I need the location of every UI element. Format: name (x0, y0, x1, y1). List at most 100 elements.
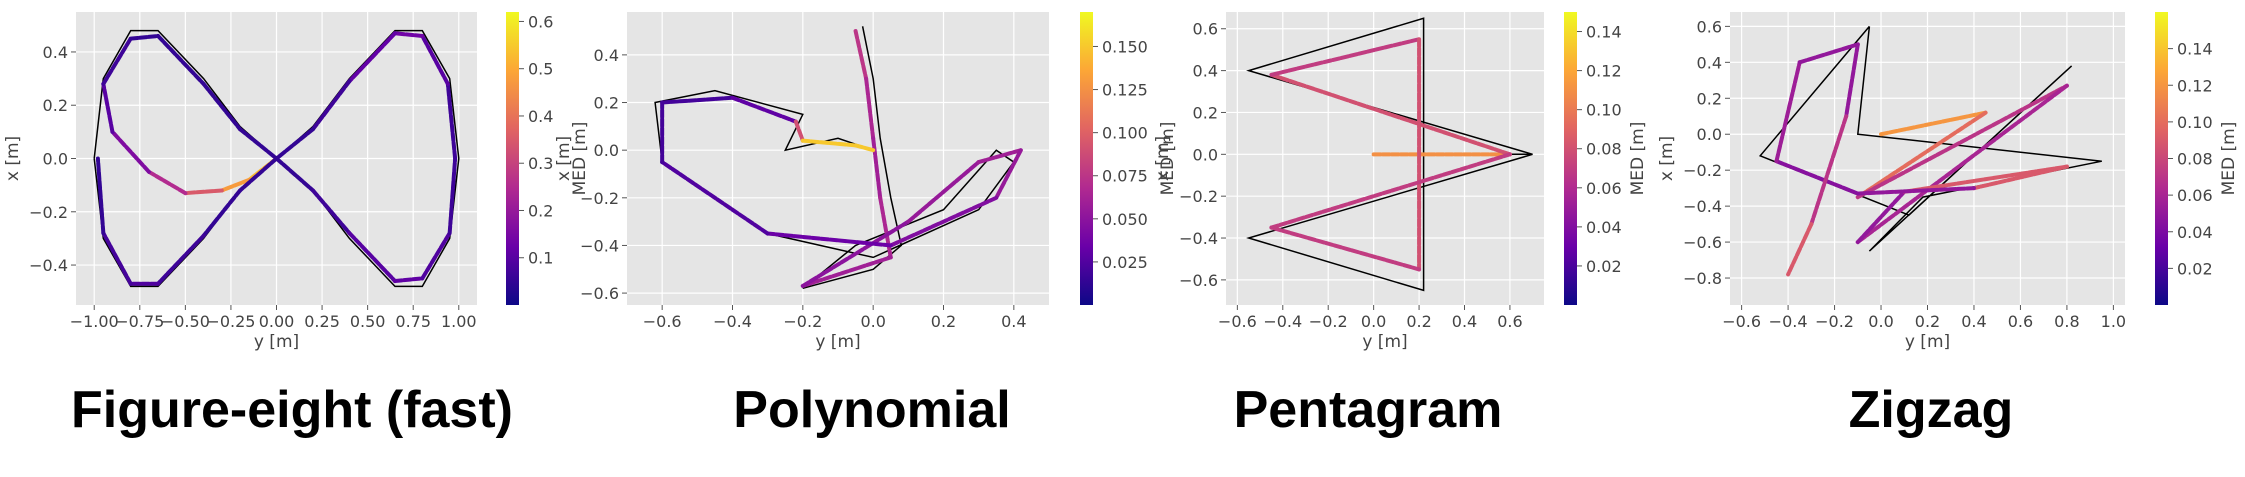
estimated-trajectory-segment (994, 148, 1023, 200)
estimated-trajectory-segment (238, 127, 279, 161)
y-tick-label: 0.0 (594, 141, 619, 160)
colorbar-tick-label: 0.02 (1586, 257, 1622, 276)
colorbar-tick-label: 0.025 (1102, 253, 1148, 272)
estimated-trajectory-segment (878, 195, 893, 260)
y-tick-label: 0.0 (43, 150, 68, 169)
y-tick-label: −0.2 (580, 189, 619, 208)
x-tick-label: 0.0 (860, 312, 885, 331)
y-tick-label: −0.2 (29, 203, 68, 222)
colorbar-tick-label: 0.3 (528, 154, 553, 173)
x-tick-label: 0.4 (1001, 312, 1026, 331)
y-tick-label: 0.4 (1697, 53, 1722, 72)
y-tick-label: 0.6 (1697, 17, 1722, 36)
estimated-trajectory-segment (800, 255, 893, 288)
panel-title-pentagram: Pentagram (1233, 381, 1503, 439)
y-axis-label: x [m] (3, 136, 23, 181)
x-tick-label: 0.25 (304, 312, 340, 331)
x-tick-label: 0.2 (1406, 312, 1431, 331)
y-tick-label: 0.2 (1697, 89, 1722, 108)
y-tick-label: 0.2 (43, 96, 68, 115)
estimated-trajectory-segment (201, 81, 243, 132)
estimated-trajectory-segment (420, 231, 452, 281)
estimated-trajectory-segment (864, 76, 876, 141)
x-tick-label: −0.4 (1769, 312, 1808, 331)
estimated-trajectory-segment (793, 119, 805, 143)
x-tick-label: 0.2 (931, 312, 956, 331)
estimated-trajectory-segment (1797, 42, 1860, 65)
colorbar (1564, 12, 1577, 305)
x-tick-label: −0.6 (1722, 312, 1761, 331)
x-tick-label: −0.6 (643, 312, 682, 331)
x-tick-label: −0.75 (115, 312, 164, 331)
y-tick-label: 0.2 (594, 94, 619, 113)
y-tick-label: 0.4 (43, 43, 68, 62)
colorbar-tick-label: 0.06 (2177, 186, 2213, 205)
y-tick-label: −0.8 (1683, 269, 1722, 288)
estimated-trajectory-segment (238, 156, 279, 193)
estimated-trajectory-segment (1809, 114, 1849, 227)
estimated-trajectory-segment (128, 33, 161, 41)
colorbar-tick-label: 0.050 (1102, 210, 1148, 229)
estimated-trajectory-segment (146, 169, 188, 196)
colorbar-tick-label: 0.125 (1102, 81, 1148, 100)
colorbar-tick-label: 0.12 (2177, 76, 2213, 95)
colorbar-tick-label: 0.08 (2177, 150, 2213, 169)
x-axis-label: y [m] (1905, 332, 1950, 352)
estimated-trajectory-segment (1855, 189, 1907, 245)
x-tick-label: 1.00 (441, 312, 477, 331)
estimated-trajectory-segment (660, 95, 735, 105)
x-tick-label: 0.4 (1452, 312, 1477, 331)
x-tick-label: 0.0 (1361, 312, 1386, 331)
colorbar (1080, 12, 1093, 305)
estimated-trajectory-segment (1269, 72, 1512, 157)
estimated-trajectory-segment (310, 188, 352, 236)
estimated-trajectory-segment (800, 138, 858, 148)
estimated-trajectory-segment (1971, 164, 2069, 191)
y-axis-label: x [m] (554, 136, 574, 181)
estimated-trajectory-segment (219, 177, 252, 193)
x-tick-label: 0.0 (1868, 312, 1893, 331)
colorbar-tick-label: 0.075 (1102, 167, 1148, 186)
x-tick-label: −0.50 (161, 312, 210, 331)
colorbar-tick-label: 0.14 (2177, 40, 2213, 59)
colorbar (2155, 12, 2168, 305)
estimated-trajectory-segment (1844, 42, 1860, 119)
x-tick-label: −0.4 (713, 312, 752, 331)
panel-title-polynomial: Polynomial (733, 381, 1011, 439)
chart-panel-2: −0.6 −0.4 −0.2 0.0 0.2 0.4 0.6 −0.6 −0.4 −0.2 0.0 0… (1153, 12, 1648, 352)
x-tick-label: 1.0 (2101, 312, 2126, 331)
estimated-trajectory-segment (420, 33, 450, 86)
colorbar-tick-label: 0.5 (528, 60, 553, 79)
y-axis-label: x [m] (1657, 136, 1677, 181)
y-tick-label: 0.4 (594, 46, 619, 65)
estimated-trajectory-segment (800, 219, 911, 288)
panel-title-figure-eight: Figure-eight (fast) (71, 381, 513, 439)
x-tick-label: 0.6 (1497, 312, 1522, 331)
chart-panel-0: −1.00−0.75−0.50−0.25 0.00 0.25 0.50 0.75 1.00… (3, 12, 590, 352)
x-axis-label: y [m] (815, 332, 860, 352)
y-tick-label: 0.6 (1193, 20, 1218, 39)
colorbar (506, 12, 519, 305)
x-tick-label: 0.8 (2054, 312, 2079, 331)
colorbar-tick-label: 0.6 (528, 12, 553, 31)
estimated-trajectory-segment (1855, 110, 1988, 200)
estimated-trajectory-segment (1855, 186, 1976, 196)
estimated-trajectory-segment (110, 129, 151, 174)
x-tick-label: −0.4 (1263, 312, 1302, 331)
y-tick-label: −0.2 (1683, 161, 1722, 180)
estimated-trajectory-segment (1269, 37, 1422, 77)
estimated-trajectory-segment (274, 127, 315, 161)
y-tick-label: 0.0 (1697, 125, 1722, 144)
chart-panel-3: −0.6 −0.4 −0.2 0.0 0.2 0.4 0.6 0.8 1.0 −0.8 −0.6 −0… (1657, 12, 2239, 352)
colorbar-tick-label: 0.04 (2177, 223, 2213, 242)
reference-trajectory (1246, 17, 1533, 292)
colorbar-label: MED [m] (2219, 122, 2239, 196)
colorbar-tick-label: 0.08 (1586, 140, 1622, 159)
x-tick-label: 0.4 (1961, 312, 1986, 331)
estimated-trajectory-segment (156, 33, 206, 86)
estimated-trajectory-segment (888, 195, 999, 248)
estimated-trajectory-segment (660, 160, 770, 236)
colorbar-tick-label: 0.1 (528, 249, 553, 268)
estimated-trajectory-segment (1902, 164, 2069, 194)
estimated-trajectory-segment (1786, 222, 1814, 277)
